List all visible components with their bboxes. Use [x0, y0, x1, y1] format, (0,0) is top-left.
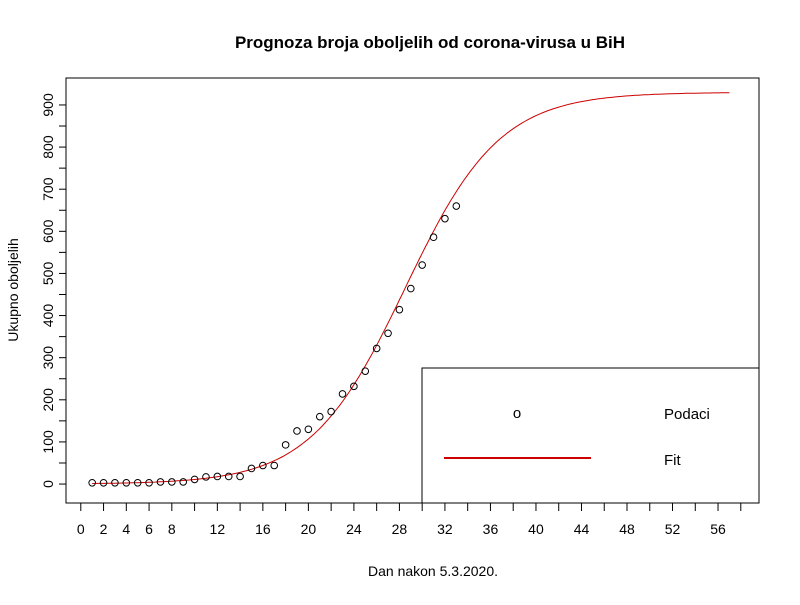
y-axis-label: Ukupno oboljelih: [5, 238, 21, 342]
data-point: [327, 407, 335, 416]
y-tick-label: 600: [40, 219, 56, 243]
data-point: [236, 472, 244, 481]
y-tick-label: 200: [40, 388, 56, 412]
data-point: [418, 261, 426, 269]
data-point: [190, 475, 199, 484]
x-tick-label: 48: [619, 521, 635, 537]
x-tick-label: 8: [168, 521, 176, 537]
data-point: [406, 284, 415, 293]
x-axis: 0 2 4 6 8 12 16 20 24 28 32 36 40 44 48 52 56: [77, 503, 742, 537]
y-tick-label: 900: [40, 93, 56, 117]
x-tick-label: 44: [574, 521, 590, 537]
data-point: [156, 478, 165, 486]
y-tick-label: 700: [40, 177, 56, 201]
data-point: [168, 478, 176, 486]
data-point: [429, 233, 438, 242]
data-point: [145, 478, 153, 487]
data-point: [247, 464, 256, 473]
data-point: [293, 427, 301, 435]
x-tick-label: 52: [665, 521, 681, 537]
data-point: [133, 478, 142, 487]
data-point: [395, 305, 404, 314]
data-point: [224, 472, 233, 481]
data-point: [213, 472, 222, 481]
data-point: [202, 473, 210, 481]
data-point: [122, 478, 131, 487]
data-point: [259, 461, 267, 470]
x-tick-label: 0: [77, 521, 85, 537]
x-tick-label: 40: [528, 521, 544, 537]
data-point: [270, 461, 279, 470]
data-point: [452, 202, 461, 210]
x-tick-label: 16: [255, 521, 271, 537]
legend: o Podaci Fit: [421, 367, 760, 504]
plot-marks: [88, 92, 730, 487]
y-tick-label: 0: [40, 480, 56, 488]
x-tick-label: 56: [710, 521, 726, 537]
x-tick-label: 4: [122, 521, 130, 537]
chart-title: Prognoza broja oboljelih od corona-virus…: [235, 33, 625, 52]
data-point: [338, 390, 347, 398]
x-tick-label: 36: [483, 521, 499, 537]
legend-symbol-points: o: [513, 405, 521, 422]
data-point: [441, 214, 449, 223]
data-point: [281, 441, 290, 449]
y-tick-label: 300: [40, 346, 56, 370]
legend-label-fit: Fit: [664, 452, 681, 469]
y-axis: 0 100 200 300 400 500 600 700 800 900: [40, 93, 66, 488]
y-tick-label: 500: [40, 262, 56, 286]
x-axis-label: Dan nakon 5.3.2020.: [368, 563, 498, 579]
data-point: [304, 425, 313, 434]
y-tick-label: 800: [40, 135, 56, 159]
data-point: [384, 329, 392, 338]
data-point: [99, 478, 108, 487]
legend-box: [421, 367, 760, 504]
x-tick-label: 28: [392, 521, 408, 537]
x-tick-label: 32: [437, 521, 453, 537]
x-tick-label: 6: [145, 521, 153, 537]
data-point: [315, 412, 324, 421]
y-tick-label: 100: [40, 430, 56, 454]
x-tick-label: 12: [210, 521, 226, 537]
data-point: [111, 478, 119, 487]
data-point: [350, 382, 358, 391]
data-point: [179, 478, 188, 486]
data-point: [361, 367, 370, 375]
data-point: [88, 478, 96, 487]
data-point: [372, 344, 381, 353]
legend-label-podaci: Podaci: [664, 406, 710, 423]
x-tick-label: 20: [301, 521, 317, 537]
plot-frame: [65, 77, 760, 504]
y-tick-label: 400: [40, 304, 56, 328]
x-tick-label: 2: [100, 521, 108, 537]
x-tick-label: 24: [346, 521, 362, 537]
